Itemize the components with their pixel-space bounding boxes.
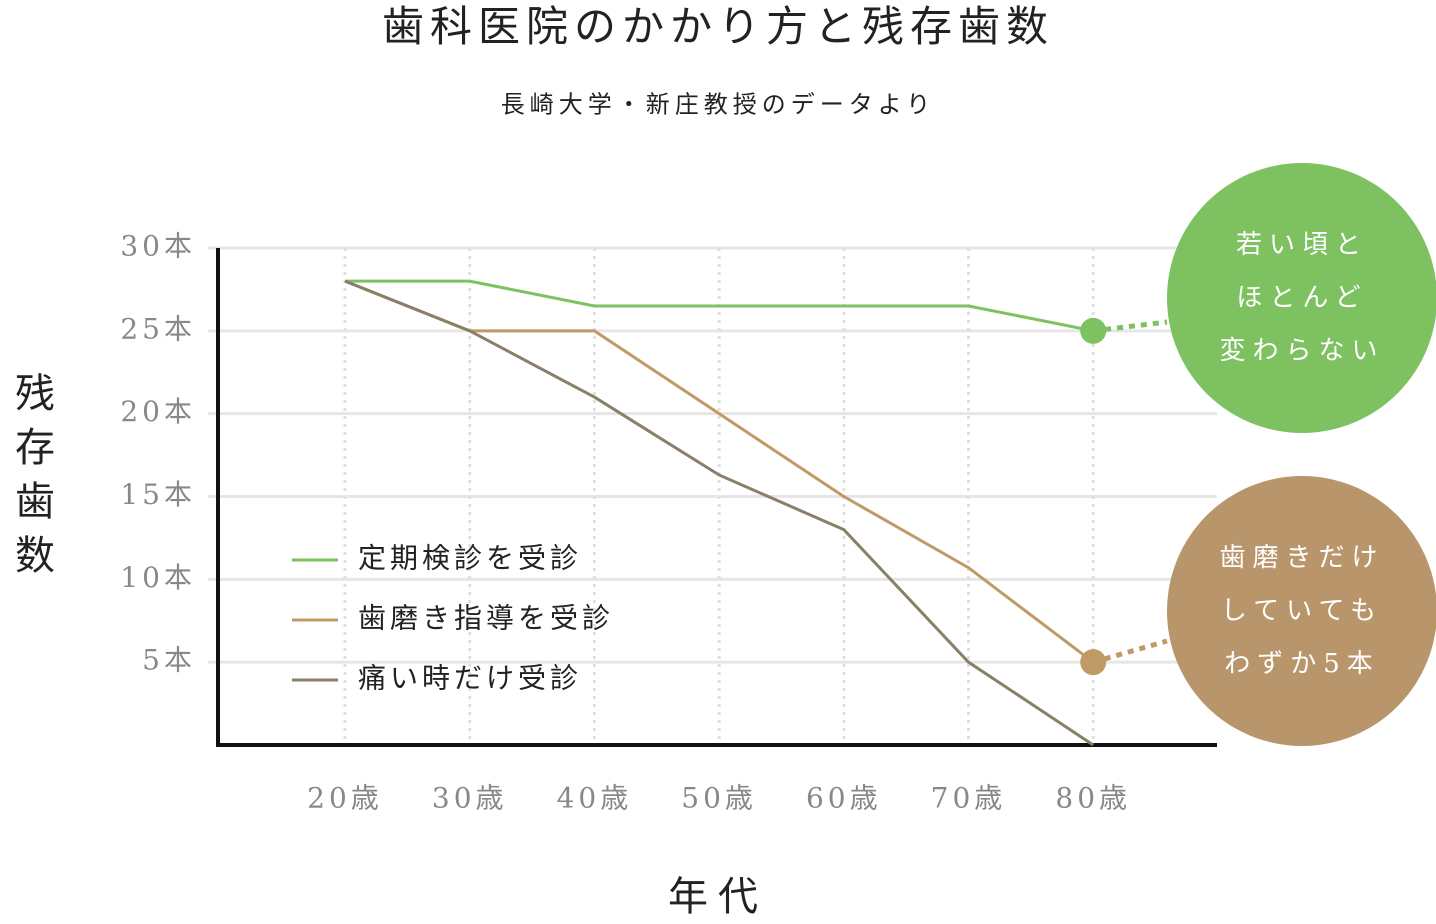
x-tick-label: 70歳 [931, 782, 1007, 815]
y-tick-label: 20本 [120, 395, 196, 428]
x-tick-label: 80歳 [1055, 782, 1131, 815]
x-tick-label: 40歳 [557, 782, 633, 815]
annotation-text: 若い頃と [1236, 230, 1368, 260]
end-marker [1080, 317, 1107, 344]
annotation-text: ほとんど [1236, 283, 1367, 313]
x-tick-label: 60歳 [806, 782, 882, 815]
x-axis-label: 年代 [668, 874, 768, 920]
annotation-text: 変わらない [1219, 336, 1384, 366]
chart-title: 歯科医院のかかり方と残存歯数 [382, 2, 1054, 51]
x-tick-label: 20歳 [307, 782, 383, 815]
annotation-text: していても [1221, 596, 1383, 626]
y-axis-label: 残存歯数 [8, 372, 54, 588]
legend-label: 歯磨き指導を受診 [358, 602, 614, 635]
legend-label: 定期検診を受診 [358, 542, 582, 575]
series-line [345, 279, 1094, 333]
chart-subtitle: 長崎大学・新庄教授のデータより [501, 91, 936, 119]
annotation-bubble [1167, 476, 1436, 746]
legend-label: 痛い時だけ受診 [358, 662, 582, 695]
end-marker [1080, 649, 1107, 676]
y-tick-label: 25本 [120, 312, 196, 345]
x-tick-label: 30歳 [432, 782, 508, 815]
y-tick-label: 30本 [120, 230, 196, 263]
y-tick-label: 5本 [142, 644, 196, 677]
y-tick-label: 15本 [120, 478, 196, 511]
x-tick-label: 50歳 [681, 782, 757, 815]
annotation-bubble [1167, 163, 1436, 433]
annotation-text: わずか5本 [1224, 649, 1380, 679]
axes [216, 248, 1217, 747]
annotation-text: 歯磨きだけ [1219, 543, 1384, 573]
series-line [344, 279, 1095, 747]
y-tick-label: 10本 [120, 561, 196, 594]
